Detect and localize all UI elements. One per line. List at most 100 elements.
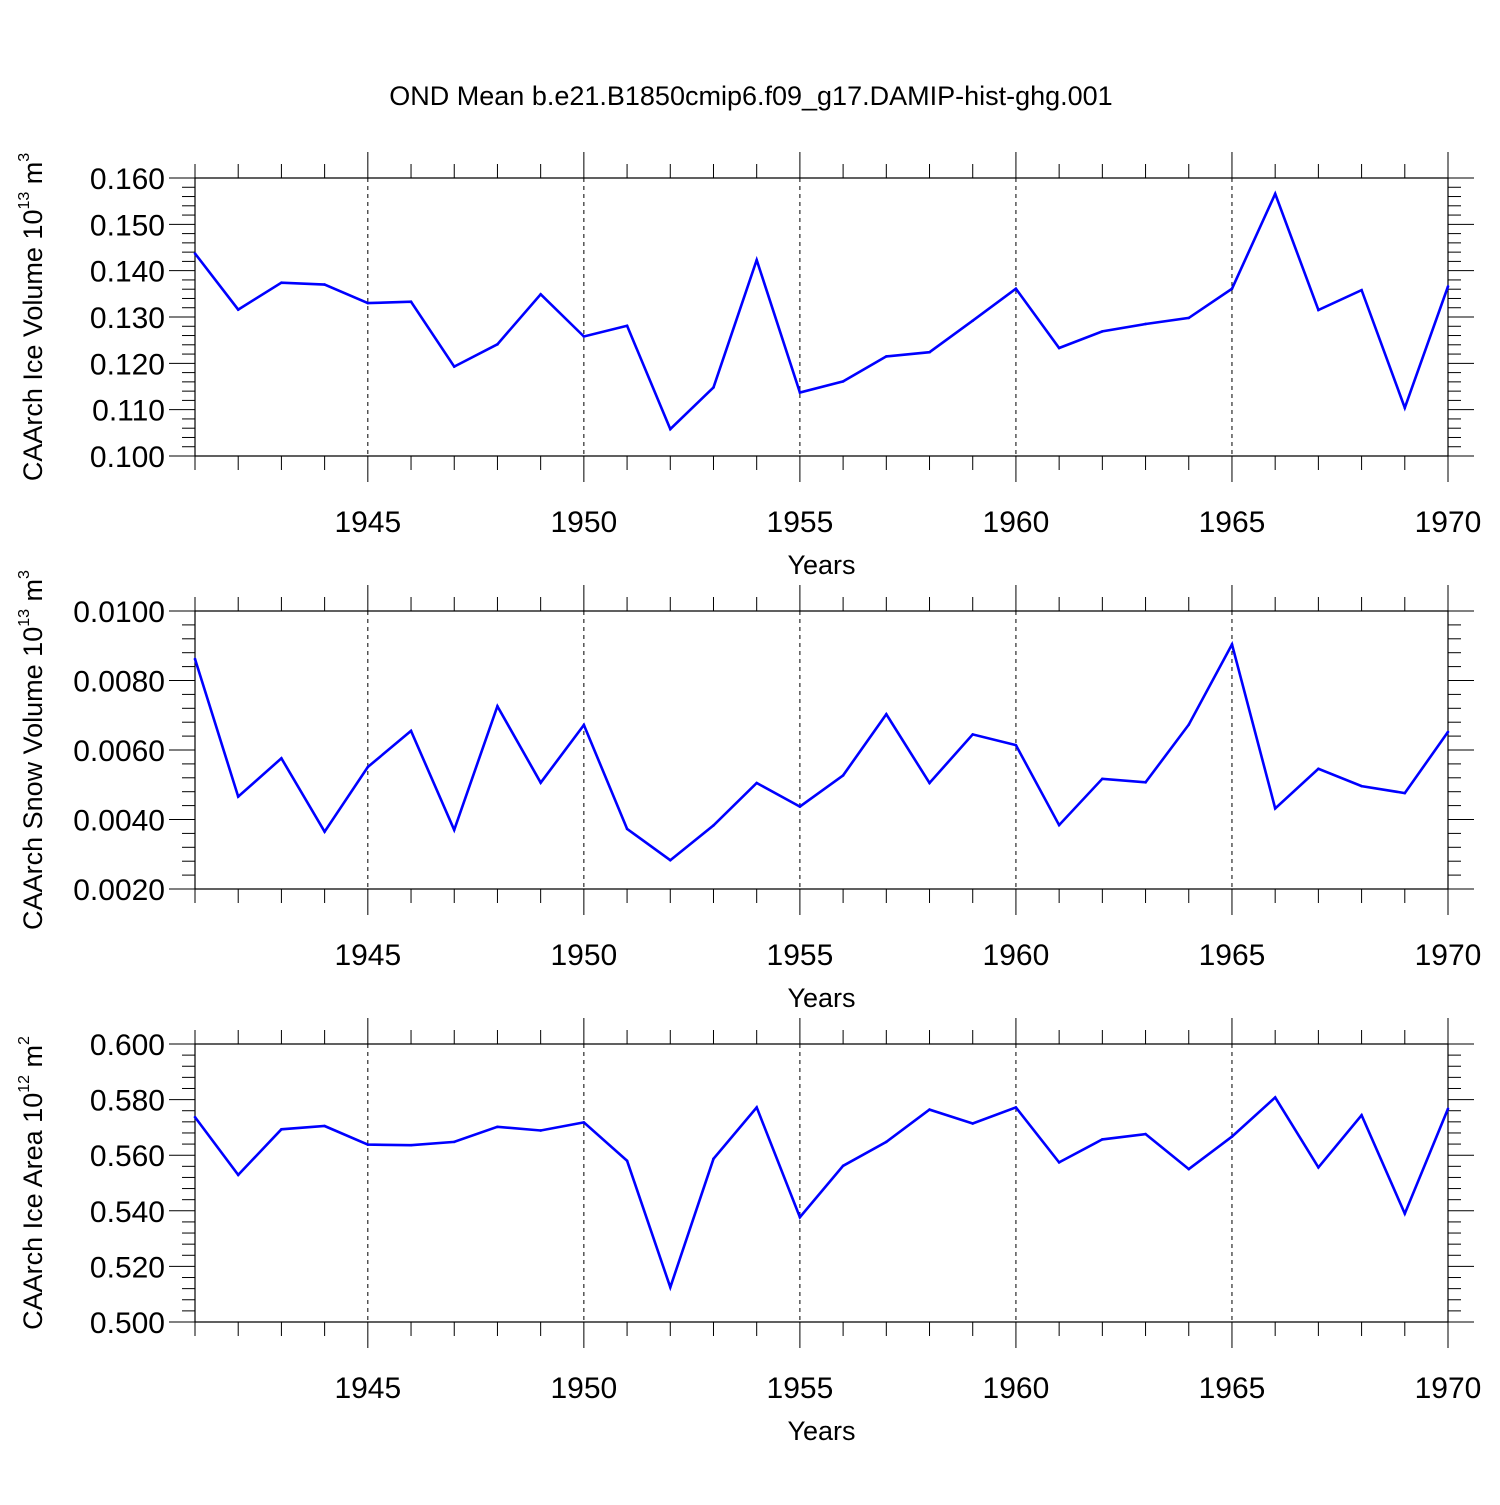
data-point bbox=[841, 380, 845, 383]
data-point bbox=[193, 657, 197, 661]
y-tick-label: 0.0080 bbox=[73, 666, 165, 699]
data-point bbox=[366, 765, 370, 769]
figure-title: OND Mean b.e21.B1850cmip6.f09_g17.DAMIP-… bbox=[389, 81, 1112, 111]
data-point bbox=[1446, 1107, 1450, 1111]
x-tick-label: 1950 bbox=[550, 939, 617, 972]
data-point bbox=[928, 350, 931, 354]
data-point bbox=[712, 824, 715, 827]
data-point bbox=[928, 781, 931, 785]
panel-3: 0.500 0.520 0.540 0.560 0.580 0.600 1945 1950 19… bbox=[16, 1018, 1481, 1446]
y-axis-label-unit: m bbox=[18, 1045, 48, 1075]
data-point bbox=[885, 355, 888, 358]
y-axis-label: CAArch Ice Volume 1013 m3 bbox=[16, 153, 48, 481]
y-axis-label-text: CAArch Ice Area 10 bbox=[18, 1093, 48, 1330]
y-tick-label: 0.0020 bbox=[73, 874, 165, 907]
panel-1: 0.100 0.110 0.120 0.130 0.140 0.150 0.160 1945 1… bbox=[16, 152, 1481, 580]
x-tick-label: 1955 bbox=[767, 939, 834, 972]
data-point bbox=[712, 386, 715, 389]
data-point bbox=[1144, 781, 1147, 784]
y-tick-label: 0.110 bbox=[92, 395, 165, 428]
data-point bbox=[841, 774, 845, 777]
data-point bbox=[668, 858, 672, 862]
data-point bbox=[539, 781, 542, 784]
y-axis-label-unit-exponent: 3 bbox=[16, 570, 33, 579]
data-point bbox=[323, 283, 326, 286]
panels: 0.100 0.110 0.120 0.130 0.140 0.150 0.160 1945 1… bbox=[16, 152, 1481, 1446]
y-tick-label: 0.600 bbox=[90, 1029, 165, 1062]
y-tick-label: 0.130 bbox=[90, 302, 165, 335]
data-point bbox=[236, 308, 240, 311]
data-point bbox=[323, 1124, 326, 1128]
data-point bbox=[452, 365, 456, 368]
data-point bbox=[1144, 322, 1147, 326]
y-axis-label-exponent: 12 bbox=[16, 1075, 33, 1093]
data-point bbox=[1403, 1212, 1407, 1215]
data-point bbox=[971, 733, 975, 736]
series-line bbox=[193, 190, 1450, 432]
data-point bbox=[582, 1121, 586, 1124]
series-line bbox=[193, 640, 1450, 862]
data-point bbox=[1144, 1132, 1147, 1136]
x-tick-label: 1945 bbox=[334, 506, 401, 539]
data-point bbox=[409, 300, 413, 304]
data-point bbox=[1101, 330, 1104, 333]
y-axis-label-unit: m bbox=[18, 579, 48, 609]
data-point bbox=[755, 258, 758, 262]
series-line bbox=[193, 1095, 1450, 1292]
data-point bbox=[496, 704, 499, 708]
data-point bbox=[971, 1122, 975, 1125]
x-tick-label: 1955 bbox=[767, 1372, 834, 1405]
data-point bbox=[323, 830, 326, 833]
y-tick-label: 0.0040 bbox=[73, 805, 165, 838]
data-point bbox=[1101, 1138, 1104, 1141]
y-tick-label: 0.140 bbox=[90, 256, 165, 289]
data-point bbox=[885, 1140, 888, 1144]
data-point bbox=[1317, 308, 1320, 312]
data-point bbox=[193, 1115, 197, 1119]
data-point bbox=[798, 391, 802, 394]
data-point bbox=[1057, 346, 1061, 350]
data-point bbox=[1317, 1166, 1320, 1169]
data-point bbox=[1014, 287, 1018, 291]
y-axis-label-unit: m bbox=[18, 162, 48, 192]
data-point bbox=[885, 712, 888, 716]
data-point bbox=[236, 795, 240, 798]
data-point bbox=[409, 1143, 413, 1147]
data-point bbox=[1014, 743, 1018, 747]
data-point bbox=[971, 319, 975, 323]
data-point bbox=[755, 781, 758, 785]
data-point bbox=[1057, 1161, 1061, 1164]
y-tick-label: 0.580 bbox=[90, 1085, 165, 1118]
data-point bbox=[625, 827, 629, 831]
data-point bbox=[1101, 777, 1104, 781]
data-point bbox=[1360, 1113, 1363, 1117]
data-point bbox=[280, 1128, 283, 1131]
y-axis-label: CAArch Snow Volume 1013 m3 bbox=[16, 570, 48, 930]
x-tick-label: 1945 bbox=[334, 1372, 401, 1405]
data-point bbox=[1317, 767, 1320, 771]
x-tick-label: 1960 bbox=[983, 939, 1050, 972]
y-tick-label: 0.540 bbox=[90, 1196, 165, 1229]
x-tick-label: 1970 bbox=[1415, 939, 1482, 972]
data-point bbox=[409, 729, 413, 733]
y-tick-label: 0.0100 bbox=[73, 596, 165, 629]
data-point bbox=[1446, 285, 1450, 288]
y-tick-label: 0.160 bbox=[90, 163, 165, 196]
data-point bbox=[1273, 1096, 1277, 1099]
x-tick-label: 1955 bbox=[767, 506, 834, 539]
data-point bbox=[366, 1143, 370, 1146]
data-point bbox=[452, 1140, 456, 1144]
x-axis-label: Years bbox=[787, 1416, 855, 1446]
data-point bbox=[1187, 316, 1191, 320]
data-point bbox=[928, 1108, 931, 1111]
x-tick-label: 1970 bbox=[1415, 506, 1482, 539]
data-point bbox=[1187, 723, 1191, 726]
x-tick-label: 1965 bbox=[1199, 939, 1266, 972]
data-point bbox=[1230, 287, 1234, 291]
data-point bbox=[1014, 1106, 1018, 1109]
panel-2: 0.0020 0.0040 0.0060 0.0080 0.0100 1945 1950 19… bbox=[16, 570, 1481, 1013]
data-point bbox=[366, 301, 370, 305]
x-tick-label: 1950 bbox=[550, 1372, 617, 1405]
